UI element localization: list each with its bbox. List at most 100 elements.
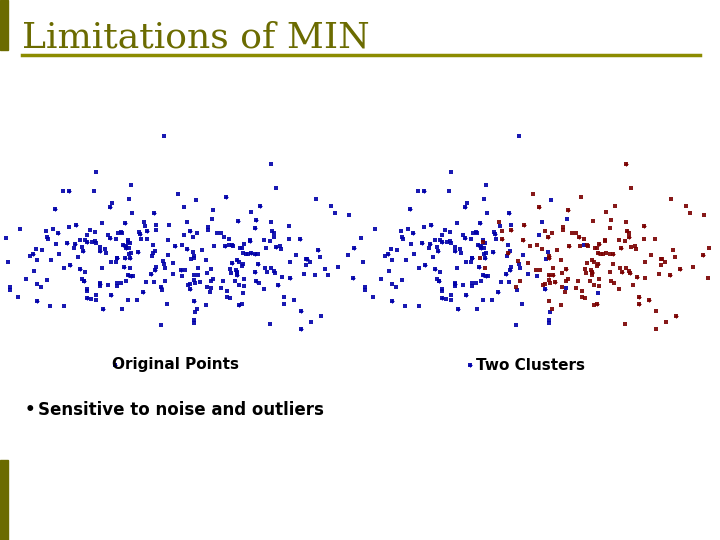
Point <box>45 255 57 264</box>
Point <box>544 319 555 327</box>
Point <box>271 184 282 193</box>
Point <box>650 307 662 316</box>
Point <box>631 245 642 254</box>
Point <box>122 296 134 305</box>
Point <box>466 279 477 287</box>
Point <box>510 282 522 291</box>
Point <box>225 268 237 277</box>
Point <box>134 230 145 238</box>
Point <box>240 250 252 259</box>
Point <box>90 296 102 305</box>
Point <box>534 202 545 211</box>
Point <box>591 262 603 271</box>
Point <box>107 199 118 207</box>
Point <box>472 240 484 249</box>
Point <box>503 278 514 287</box>
Point <box>443 187 454 196</box>
Point <box>489 228 500 237</box>
Point <box>582 259 593 267</box>
Point <box>559 284 571 292</box>
Point <box>655 255 667 264</box>
Point <box>142 227 153 235</box>
Point <box>110 234 122 243</box>
Point <box>474 218 485 227</box>
Point <box>445 239 456 248</box>
Point <box>505 220 516 229</box>
Point <box>475 244 487 253</box>
Point <box>444 237 456 245</box>
Point <box>639 274 651 282</box>
Point <box>417 239 428 248</box>
Point <box>667 246 679 255</box>
Point <box>503 249 514 258</box>
Point <box>265 237 276 245</box>
Point <box>666 194 678 203</box>
Point <box>155 321 166 330</box>
Point <box>546 305 558 314</box>
Point <box>122 235 133 244</box>
Point <box>424 239 436 248</box>
Point <box>549 278 561 286</box>
Point <box>124 249 135 258</box>
Point <box>547 264 559 272</box>
Point <box>505 266 516 274</box>
Point <box>253 249 264 258</box>
Point <box>615 244 626 252</box>
Point <box>385 245 397 253</box>
Point <box>621 227 633 235</box>
Point <box>480 272 492 280</box>
Point <box>660 258 671 266</box>
Point <box>490 234 502 243</box>
Point <box>311 194 323 203</box>
Point <box>225 264 236 273</box>
Point <box>148 209 160 218</box>
Point <box>653 269 665 278</box>
Point <box>79 268 91 277</box>
Point <box>135 234 147 243</box>
Point <box>480 254 491 262</box>
Point <box>436 287 448 296</box>
Point <box>624 268 636 277</box>
Point <box>588 301 600 310</box>
Point <box>465 258 477 267</box>
Point <box>125 181 137 190</box>
Point <box>124 264 135 272</box>
Point <box>546 229 557 238</box>
Point <box>27 250 39 259</box>
Point <box>233 217 244 225</box>
Point <box>231 271 243 279</box>
Point <box>357 258 369 267</box>
Point <box>74 264 86 273</box>
Point <box>294 234 305 243</box>
Point <box>516 300 528 309</box>
Point <box>233 301 245 310</box>
Point <box>266 227 278 235</box>
Point <box>620 237 631 245</box>
Point <box>431 242 443 251</box>
Point <box>249 224 261 233</box>
Point <box>449 246 460 255</box>
Point <box>74 235 86 244</box>
Point <box>543 232 554 241</box>
Point <box>238 240 250 248</box>
Point <box>250 215 261 224</box>
Point <box>464 360 476 369</box>
Point <box>63 222 75 231</box>
Point <box>184 285 196 293</box>
Point <box>436 230 448 239</box>
Point <box>50 240 61 249</box>
Point <box>102 281 114 289</box>
Point <box>387 255 398 264</box>
Point <box>2 258 14 267</box>
Point <box>616 268 628 276</box>
Point <box>204 287 216 296</box>
Point <box>542 248 554 257</box>
Point <box>503 249 514 258</box>
Point <box>41 233 53 241</box>
Point <box>522 270 534 279</box>
Point <box>655 261 667 270</box>
Point <box>167 270 179 279</box>
Point <box>184 227 196 235</box>
Point <box>91 168 102 177</box>
Point <box>588 280 600 289</box>
